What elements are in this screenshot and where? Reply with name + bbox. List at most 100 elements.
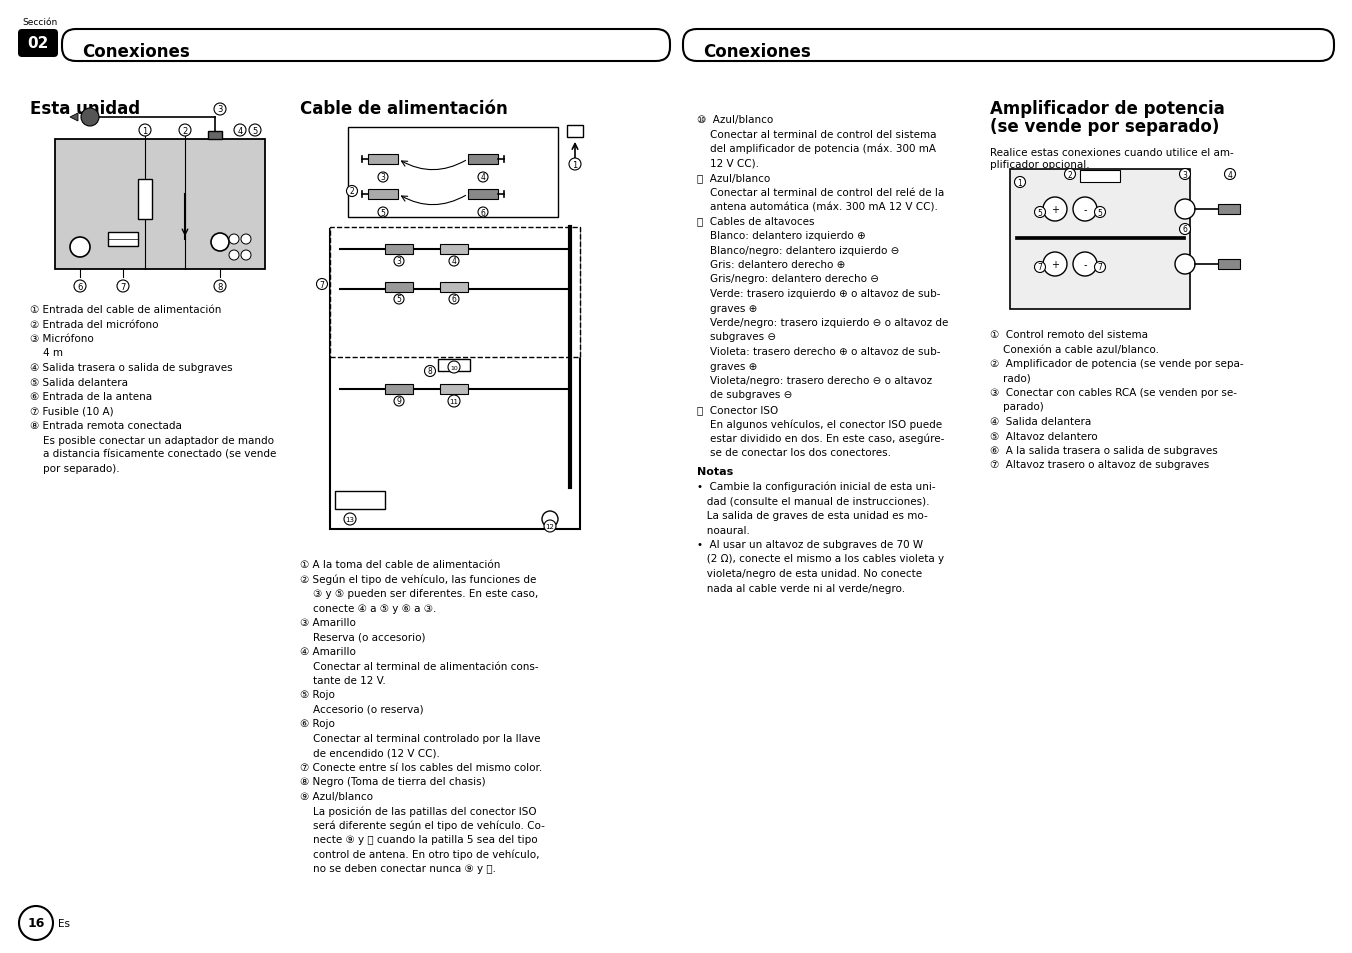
Text: ① A la toma del cable de alimentación: ① A la toma del cable de alimentación <box>300 559 500 569</box>
Text: Realice estas conexiones cuando utilice el am-
plificador opcional.: Realice estas conexiones cuando utilice … <box>990 148 1234 170</box>
Text: Conexiones: Conexiones <box>82 43 189 61</box>
Text: Conectar al terminal controlado por la llave: Conectar al terminal controlado por la l… <box>300 733 541 743</box>
Text: será diferente según el tipo de vehículo. Co-: será diferente según el tipo de vehículo… <box>300 821 545 831</box>
Circle shape <box>1175 200 1195 220</box>
Bar <box>347 128 558 218</box>
Text: 5: 5 <box>1037 209 1042 217</box>
Bar <box>566 126 583 138</box>
Bar <box>55 140 265 270</box>
Bar <box>138 180 151 220</box>
Text: 6: 6 <box>77 282 82 292</box>
Text: Blanco: delantero izquierdo ⊕: Blanco: delantero izquierdo ⊕ <box>698 231 865 241</box>
Text: ⑤ Salida delantera: ⑤ Salida delantera <box>30 377 128 387</box>
Text: •  Al usar un altavoz de subgraves de 70 W: • Al usar un altavoz de subgraves de 70 … <box>698 539 923 550</box>
Text: parado): parado) <box>990 402 1044 412</box>
Text: 4: 4 <box>1228 171 1233 179</box>
Text: Gris/negro: delantero derecho ⊖: Gris/negro: delantero derecho ⊖ <box>698 274 879 284</box>
Text: por separado).: por separado). <box>30 464 119 474</box>
Circle shape <box>228 234 239 245</box>
Circle shape <box>118 281 128 293</box>
Text: Esta unidad: Esta unidad <box>30 100 141 118</box>
Text: 7: 7 <box>319 280 324 289</box>
Polygon shape <box>70 113 78 122</box>
Text: 12 V CC).: 12 V CC). <box>698 158 758 169</box>
Bar <box>330 230 580 530</box>
Text: 9: 9 <box>396 397 402 406</box>
Text: violeta/negro de esta unidad. No conecte: violeta/negro de esta unidad. No conecte <box>698 568 922 578</box>
Circle shape <box>1179 170 1191 180</box>
Circle shape <box>343 514 356 525</box>
Circle shape <box>1014 177 1026 189</box>
Circle shape <box>393 256 404 267</box>
FancyBboxPatch shape <box>368 154 397 165</box>
Text: subgraves ⊖: subgraves ⊖ <box>698 333 776 342</box>
Text: ⑦ Conecte entre sí los cables del mismo color.: ⑦ Conecte entre sí los cables del mismo … <box>300 762 542 772</box>
Text: 4: 4 <box>238 127 242 135</box>
Text: ⑤ Rojo: ⑤ Rojo <box>300 690 335 700</box>
Text: ⑥ Entrada de la antena: ⑥ Entrada de la antena <box>30 392 153 401</box>
FancyBboxPatch shape <box>1218 260 1240 270</box>
Circle shape <box>316 279 327 291</box>
Text: 1: 1 <box>1018 178 1022 188</box>
Text: ⑬  Conector ISO: ⑬ Conector ISO <box>698 405 779 415</box>
Text: 2: 2 <box>350 188 354 196</box>
Circle shape <box>1042 198 1067 222</box>
Text: estar dividido en dos. En este caso, asegúre-: estar dividido en dos. En este caso, ase… <box>698 434 945 444</box>
Circle shape <box>449 294 458 305</box>
Text: Gris: delantero derecho ⊕: Gris: delantero derecho ⊕ <box>698 260 845 270</box>
Text: ⑦ Fusible (10 A): ⑦ Fusible (10 A) <box>30 406 114 416</box>
Text: 3: 3 <box>396 257 402 266</box>
Text: ⑫  Cables de altavoces: ⑫ Cables de altavoces <box>698 216 814 226</box>
Text: Verde: trasero izquierdo ⊕ o altavoz de sub-: Verde: trasero izquierdo ⊕ o altavoz de … <box>698 289 941 298</box>
Text: 7: 7 <box>1037 263 1042 273</box>
Text: graves ⊕: graves ⊕ <box>698 361 757 371</box>
Circle shape <box>393 294 404 305</box>
Text: 6: 6 <box>452 295 457 304</box>
Text: +: + <box>1051 205 1059 214</box>
FancyBboxPatch shape <box>385 385 412 395</box>
Text: +: + <box>1051 260 1059 270</box>
Circle shape <box>139 125 151 137</box>
Circle shape <box>1179 224 1191 235</box>
Text: Amplificador de potencia: Amplificador de potencia <box>990 100 1225 118</box>
Text: ⑧ Negro (Toma de tierra del chasis): ⑧ Negro (Toma de tierra del chasis) <box>300 777 485 786</box>
Circle shape <box>234 125 246 137</box>
Circle shape <box>393 396 404 407</box>
Circle shape <box>1042 253 1067 276</box>
Text: Conectar al terminal de control del sistema: Conectar al terminal de control del sist… <box>698 130 937 139</box>
Circle shape <box>1073 198 1096 222</box>
Text: ② Entrada del micrófono: ② Entrada del micrófono <box>30 319 158 329</box>
Circle shape <box>241 234 251 245</box>
FancyBboxPatch shape <box>18 30 58 58</box>
Text: -: - <box>1083 260 1087 270</box>
Circle shape <box>214 281 226 293</box>
Text: Notas: Notas <box>698 467 733 476</box>
Text: 6: 6 <box>1183 225 1187 234</box>
Circle shape <box>241 251 251 261</box>
Bar <box>335 492 385 510</box>
Text: Blanco/negro: delantero izquierdo ⊖: Blanco/negro: delantero izquierdo ⊖ <box>698 245 899 255</box>
Text: -: - <box>1083 205 1087 214</box>
Circle shape <box>479 208 488 218</box>
Text: 16: 16 <box>27 917 45 929</box>
Bar <box>108 233 138 247</box>
FancyBboxPatch shape <box>208 132 222 140</box>
Text: ③ Micrófono: ③ Micrófono <box>30 334 93 344</box>
Text: antena automática (máx. 300 mA 12 V CC).: antena automática (máx. 300 mA 12 V CC). <box>698 202 938 212</box>
Bar <box>1010 170 1190 310</box>
FancyBboxPatch shape <box>1218 205 1240 214</box>
Bar <box>1015 236 1184 240</box>
Text: 8: 8 <box>218 282 223 292</box>
Circle shape <box>178 125 191 137</box>
Text: tante de 12 V.: tante de 12 V. <box>300 676 385 685</box>
FancyBboxPatch shape <box>439 245 468 254</box>
Circle shape <box>542 512 558 527</box>
Text: ④  Salida delantera: ④ Salida delantera <box>990 416 1091 427</box>
Bar <box>1080 171 1119 183</box>
Text: 10: 10 <box>450 365 458 370</box>
Text: graves ⊕: graves ⊕ <box>698 303 757 314</box>
Circle shape <box>1034 262 1045 274</box>
Text: ⑨ Azul/blanco: ⑨ Azul/blanco <box>300 791 373 801</box>
FancyBboxPatch shape <box>439 385 468 395</box>
Text: 5: 5 <box>1098 209 1102 217</box>
